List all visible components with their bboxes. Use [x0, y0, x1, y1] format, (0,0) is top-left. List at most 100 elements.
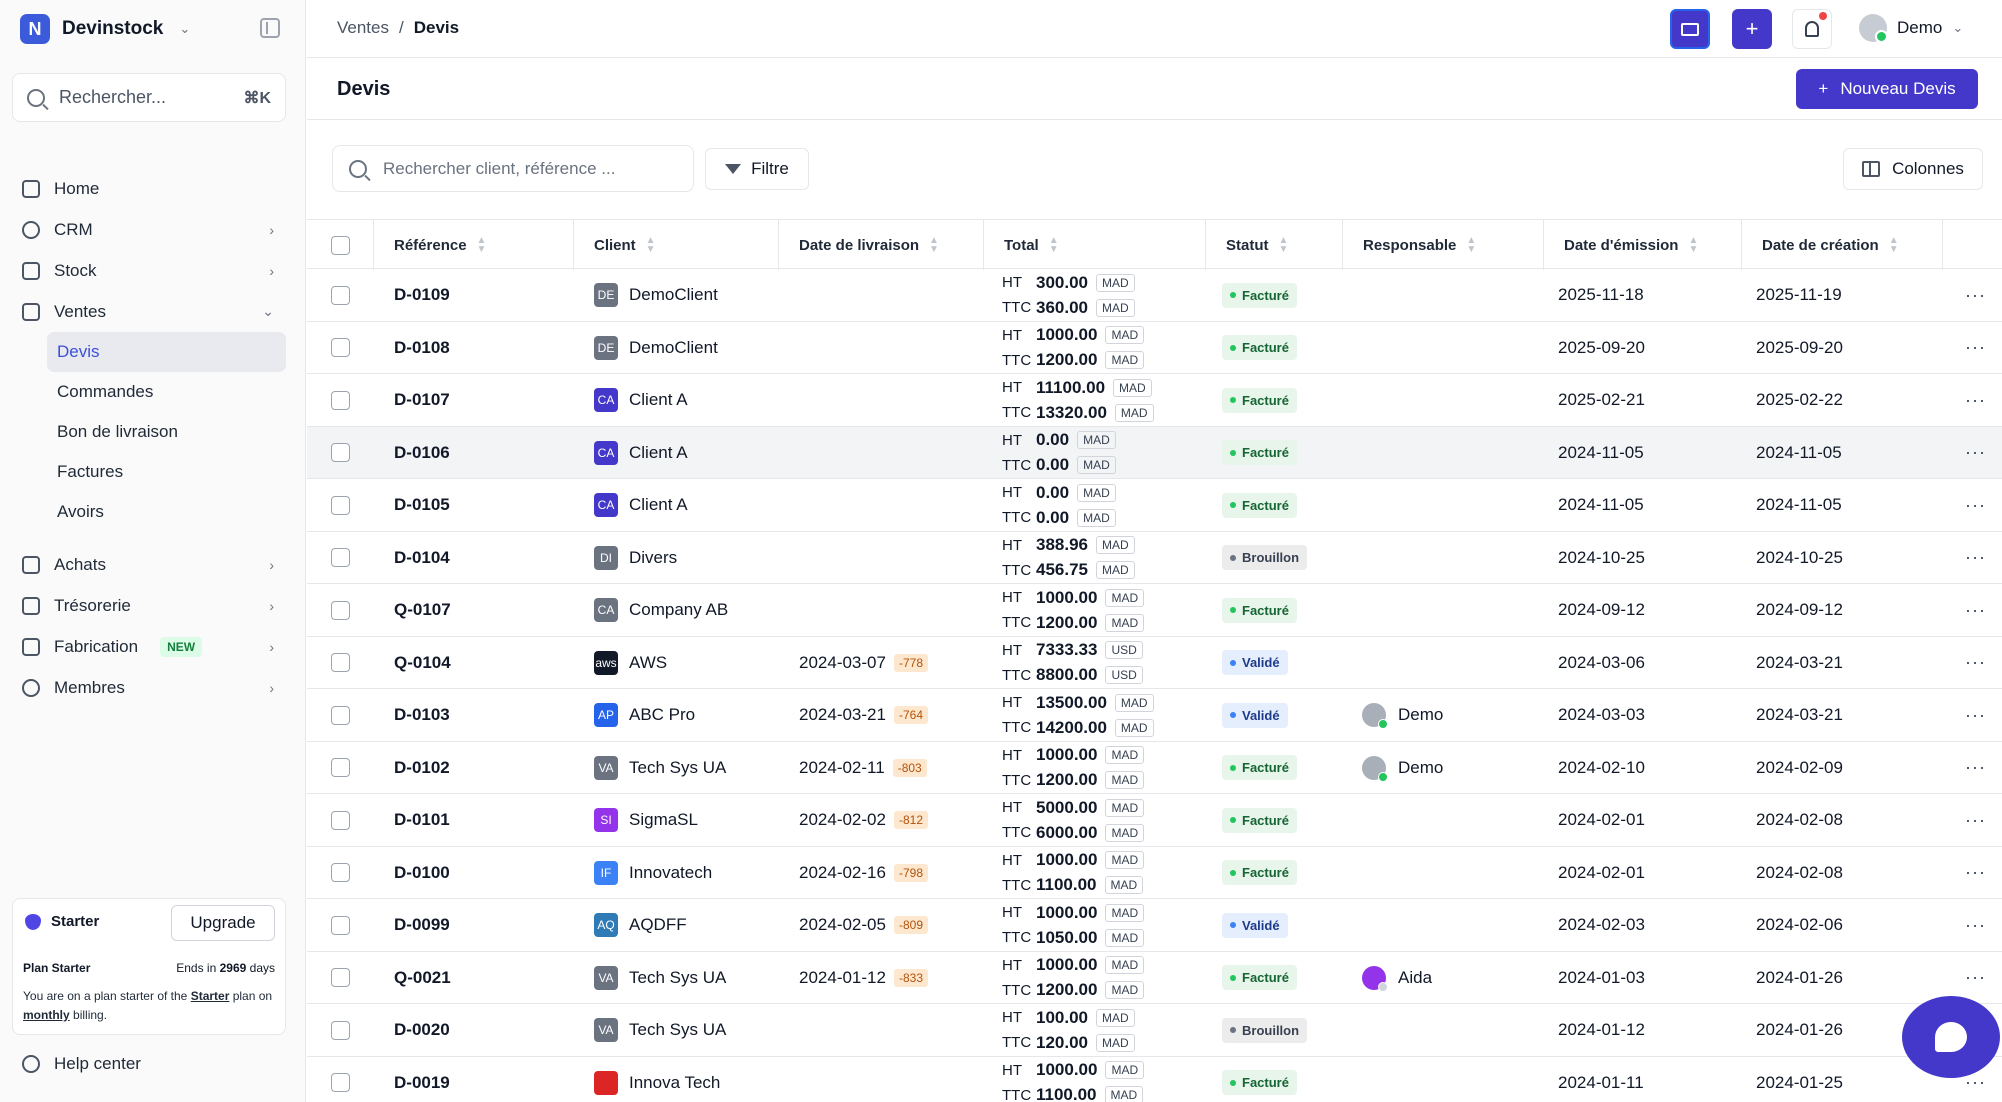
quick-add-button[interactable]: +: [1732, 9, 1772, 49]
breadcrumb-ventes[interactable]: Ventes: [337, 18, 389, 37]
row-checkbox[interactable]: [331, 1020, 350, 1040]
row-actions-button[interactable]: ···: [1965, 494, 1986, 515]
reference[interactable]: Q-0107: [394, 600, 451, 619]
sidebar-item-stock[interactable]: Stock ›: [12, 250, 286, 291]
reference[interactable]: D-0109: [394, 285, 450, 304]
reference[interactable]: D-0102: [394, 757, 450, 777]
table-row[interactable]: D-0108 DE DemoClient HT 1000.00 MAD TTC 1200.00…: [307, 322, 2002, 374]
row-actions-button[interactable]: ···: [1965, 284, 1986, 305]
col-created-date[interactable]: Date de création ▲ ▼: [1742, 220, 1943, 270]
client-cell[interactable]: SI SigmaSL: [594, 794, 698, 846]
col-reference[interactable]: Référence ▲ ▼: [374, 220, 574, 270]
row-actions-button[interactable]: ···: [1965, 337, 1986, 357]
client-cell[interactable]: Innova Tech: [594, 1057, 720, 1102]
table-row[interactable]: D-0099 AQ AQDFF 2024-02-05 -809 HT 1000.00 MAD T…: [307, 899, 2002, 952]
reference[interactable]: Q-0104: [394, 652, 451, 672]
sidebar-subitem-bon-de-livraison[interactable]: Bon de livraison: [57, 422, 178, 441]
reference[interactable]: D-0100: [394, 862, 450, 882]
reference[interactable]: D-0107: [394, 390, 450, 409]
reference[interactable]: D-0101: [394, 810, 450, 829]
row-actions-button[interactable]: ···: [1965, 389, 1986, 410]
row-actions-button[interactable]: ···: [1965, 757, 1986, 777]
row-checkbox[interactable]: [331, 390, 350, 410]
client-cell[interactable]: CA Client A: [594, 479, 688, 531]
sidebar-item-ventes[interactable]: Ventes ⌄: [12, 291, 286, 332]
reference[interactable]: D-0106: [394, 442, 450, 462]
row-actions-button[interactable]: ···: [1965, 547, 1986, 567]
row-checkbox[interactable]: [331, 548, 350, 567]
row-actions-button[interactable]: ···: [1965, 599, 1986, 620]
filter-button[interactable]: Filtre: [705, 148, 809, 190]
col-owner[interactable]: Responsable ▲ ▼: [1343, 220, 1544, 270]
row-actions-button[interactable]: ···: [1965, 967, 1986, 987]
table-row[interactable]: D-0020 VA Tech Sys UA HT 100.00 MAD TTC 120.00 M…: [307, 1004, 2002, 1057]
client-cell[interactable]: DE DemoClient: [594, 322, 718, 374]
table-search-input[interactable]: Rechercher client, référence ...: [332, 145, 694, 192]
client-cell[interactable]: CA Company AB: [594, 584, 728, 636]
reference[interactable]: D-0020: [394, 1020, 450, 1039]
table-row[interactable]: Q-0104 aws AWS 2024-03-07 -778 HT 7333.33 USD TT…: [307, 637, 2002, 689]
sidebar-subitem-factures[interactable]: Factures: [57, 462, 124, 481]
client-cell[interactable]: AP ABC Pro: [594, 689, 695, 741]
row-checkbox[interactable]: [331, 338, 350, 357]
table-row[interactable]: D-0101 SI SigmaSL 2024-02-02 -812 HT 5000.00 MA…: [307, 794, 2002, 847]
reference[interactable]: D-0019: [394, 1072, 450, 1092]
display-mode-button[interactable]: [1670, 9, 1710, 49]
row-checkbox[interactable]: [331, 495, 350, 515]
select-all-checkbox[interactable]: [330, 235, 350, 255]
sidebar-toggle-icon[interactable]: [260, 18, 280, 38]
client-cell[interactable]: VA Tech Sys UA: [594, 952, 726, 1004]
workspace-switcher[interactable]: N Devinstock ⌄: [20, 14, 190, 44]
client-cell[interactable]: CA Client A: [594, 374, 688, 426]
table-row[interactable]: D-0100 IF Innovatech 2024-02-16 -798 HT 1000.0…: [307, 847, 2002, 899]
client-cell[interactable]: VA Tech Sys UA: [594, 742, 726, 794]
row-checkbox[interactable]: [331, 915, 350, 935]
table-row[interactable]: D-0105 CA Client A HT 0.00 MAD TTC 0.00 MAD Factu…: [307, 479, 2002, 532]
row-checkbox[interactable]: [331, 810, 350, 830]
reference[interactable]: D-0108: [394, 337, 450, 357]
table-row[interactable]: Q-0021 VA Tech Sys UA 2024-01-12 -833 HT 1000.…: [307, 952, 2002, 1004]
client-cell[interactable]: CA Client A: [594, 427, 688, 479]
notifications-button[interactable]: [1792, 9, 1832, 49]
help-center-link[interactable]: Help center: [22, 1054, 141, 1074]
sidebar-item-crm[interactable]: CRM ›: [12, 209, 286, 250]
row-checkbox[interactable]: [331, 600, 350, 620]
client-cell[interactable]: IF Innovatech: [594, 847, 712, 899]
row-checkbox[interactable]: [331, 653, 350, 672]
sidebar-subitem-avoirs[interactable]: Avoirs: [57, 502, 104, 521]
client-cell[interactable]: DI Divers: [594, 532, 677, 584]
row-checkbox[interactable]: [331, 863, 350, 882]
client-cell[interactable]: AQ AQDFF: [594, 899, 687, 951]
table-row[interactable]: D-0106 CA Client A HT 0.00 MAD TTC 0.00 MAD Factu…: [307, 426, 2002, 479]
sidebar-item-home[interactable]: Home: [12, 168, 286, 209]
reference[interactable]: D-0099: [394, 915, 450, 934]
row-checkbox[interactable]: [331, 443, 350, 462]
upgrade-button[interactable]: Upgrade: [171, 905, 275, 941]
row-checkbox[interactable]: [331, 1073, 350, 1092]
columns-button[interactable]: Colonnes: [1843, 148, 1983, 190]
table-row[interactable]: D-0107 CA Client A HT 11100.00 MAD TTC 13320.00…: [307, 374, 2002, 427]
col-status[interactable]: Statut ▲ ▼: [1206, 220, 1343, 270]
sidebar-item-membres[interactable]: Membres ›: [12, 667, 286, 708]
row-actions-button[interactable]: ···: [1965, 914, 1986, 935]
table-row[interactable]: Q-0107 CA Company AB HT 1000.00 MAD TTC 1200.00…: [307, 584, 2002, 637]
reference[interactable]: D-0103: [394, 705, 450, 724]
table-row[interactable]: D-0104 DI Divers HT 388.96 MAD TTC 456.75 MAD Bro…: [307, 532, 2002, 584]
row-actions-button[interactable]: ···: [1965, 1072, 1986, 1092]
col-issue-date[interactable]: Date d'émission ▲ ▼: [1544, 220, 1742, 270]
row-checkbox[interactable]: [331, 758, 350, 777]
col-client[interactable]: Client ▲ ▼: [574, 220, 779, 270]
client-cell[interactable]: DE DemoClient: [594, 269, 718, 321]
client-cell[interactable]: VA Tech Sys UA: [594, 1004, 726, 1056]
table-row[interactable]: D-0109 DE DemoClient HT 300.00 MAD TTC 360.00 MA…: [307, 269, 2002, 322]
sidebar-subitem-devis[interactable]: Devis: [47, 332, 286, 372]
col-total[interactable]: Total ▲ ▼: [984, 220, 1206, 270]
row-checkbox[interactable]: [331, 285, 350, 305]
row-actions-button[interactable]: ···: [1965, 442, 1986, 462]
table-row[interactable]: D-0102 VA Tech Sys UA 2024-02-11 -803 HT 1000.…: [307, 742, 2002, 794]
row-actions-button[interactable]: ···: [1965, 862, 1986, 882]
row-checkbox[interactable]: [331, 705, 350, 725]
global-search[interactable]: Rechercher... ⌘K: [12, 73, 286, 122]
new-quote-button[interactable]: + Nouveau Devis: [1796, 69, 1978, 109]
table-row[interactable]: D-0103 AP ABC Pro 2024-03-21 -764 HT 13500.00 M…: [307, 689, 2002, 742]
